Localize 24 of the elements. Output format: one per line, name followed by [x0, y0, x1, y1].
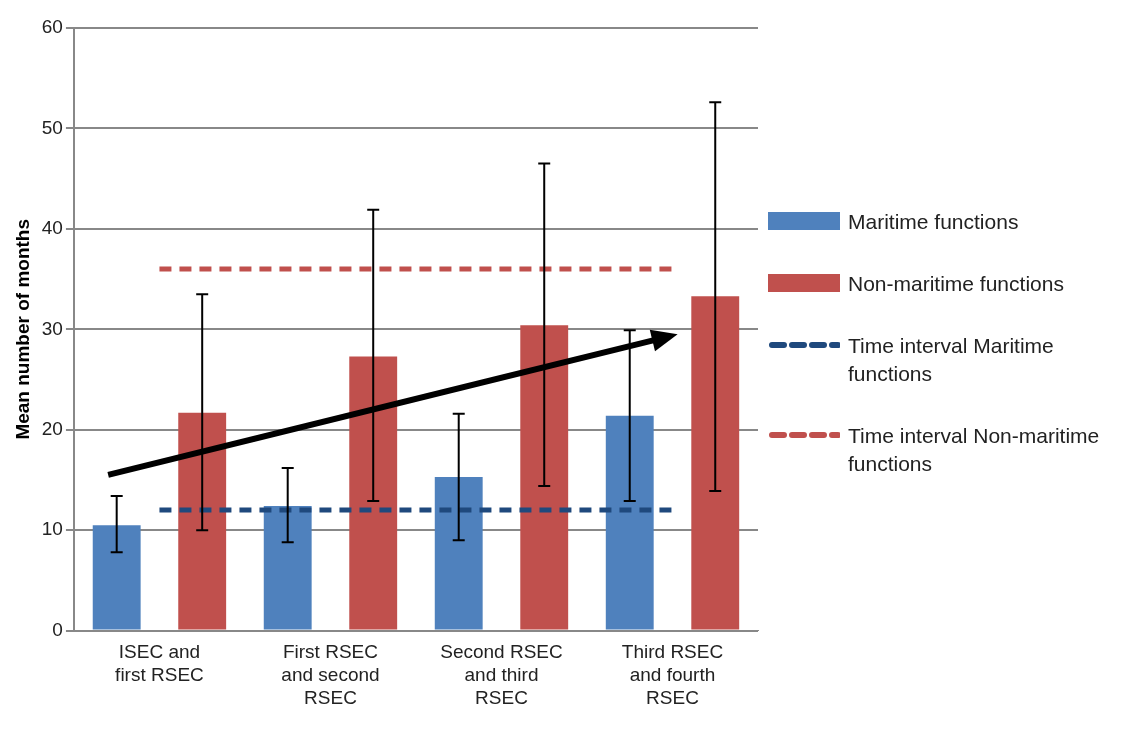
y-axis-title: Mean number of months	[11, 218, 33, 440]
bar	[263, 506, 312, 630]
x-tick-label: ISEC and first RSEC	[115, 641, 204, 686]
legend-label: Time interval Non-maritime functions	[848, 423, 1101, 477]
bar	[434, 476, 483, 630]
y-tick-label: 50	[41, 116, 63, 138]
bar	[92, 525, 141, 630]
bar	[691, 296, 740, 630]
bar	[605, 415, 654, 630]
legend-label: Non-maritime functions	[848, 271, 1064, 297]
bar	[349, 356, 398, 630]
x-tick-label: Second RSEC and third RSEC	[440, 641, 563, 708]
y-tick-label: 30	[41, 317, 63, 339]
x-tick-label: Third RSEC and fourth RSEC	[621, 641, 724, 708]
y-tick-label: 10	[41, 518, 63, 540]
y-tick-label: 0	[52, 618, 63, 640]
y-tick-label: 40	[41, 217, 63, 239]
legend-label: Time interval Maritime functions	[848, 333, 1055, 387]
y-tick-label: 60	[41, 16, 63, 38]
legend-label: Maritime functions	[848, 209, 1019, 235]
y-tick-label: 20	[41, 417, 63, 439]
bar	[520, 325, 569, 630]
x-tick-label: First RSEC and second RSEC	[281, 641, 380, 708]
bar	[178, 412, 227, 630]
